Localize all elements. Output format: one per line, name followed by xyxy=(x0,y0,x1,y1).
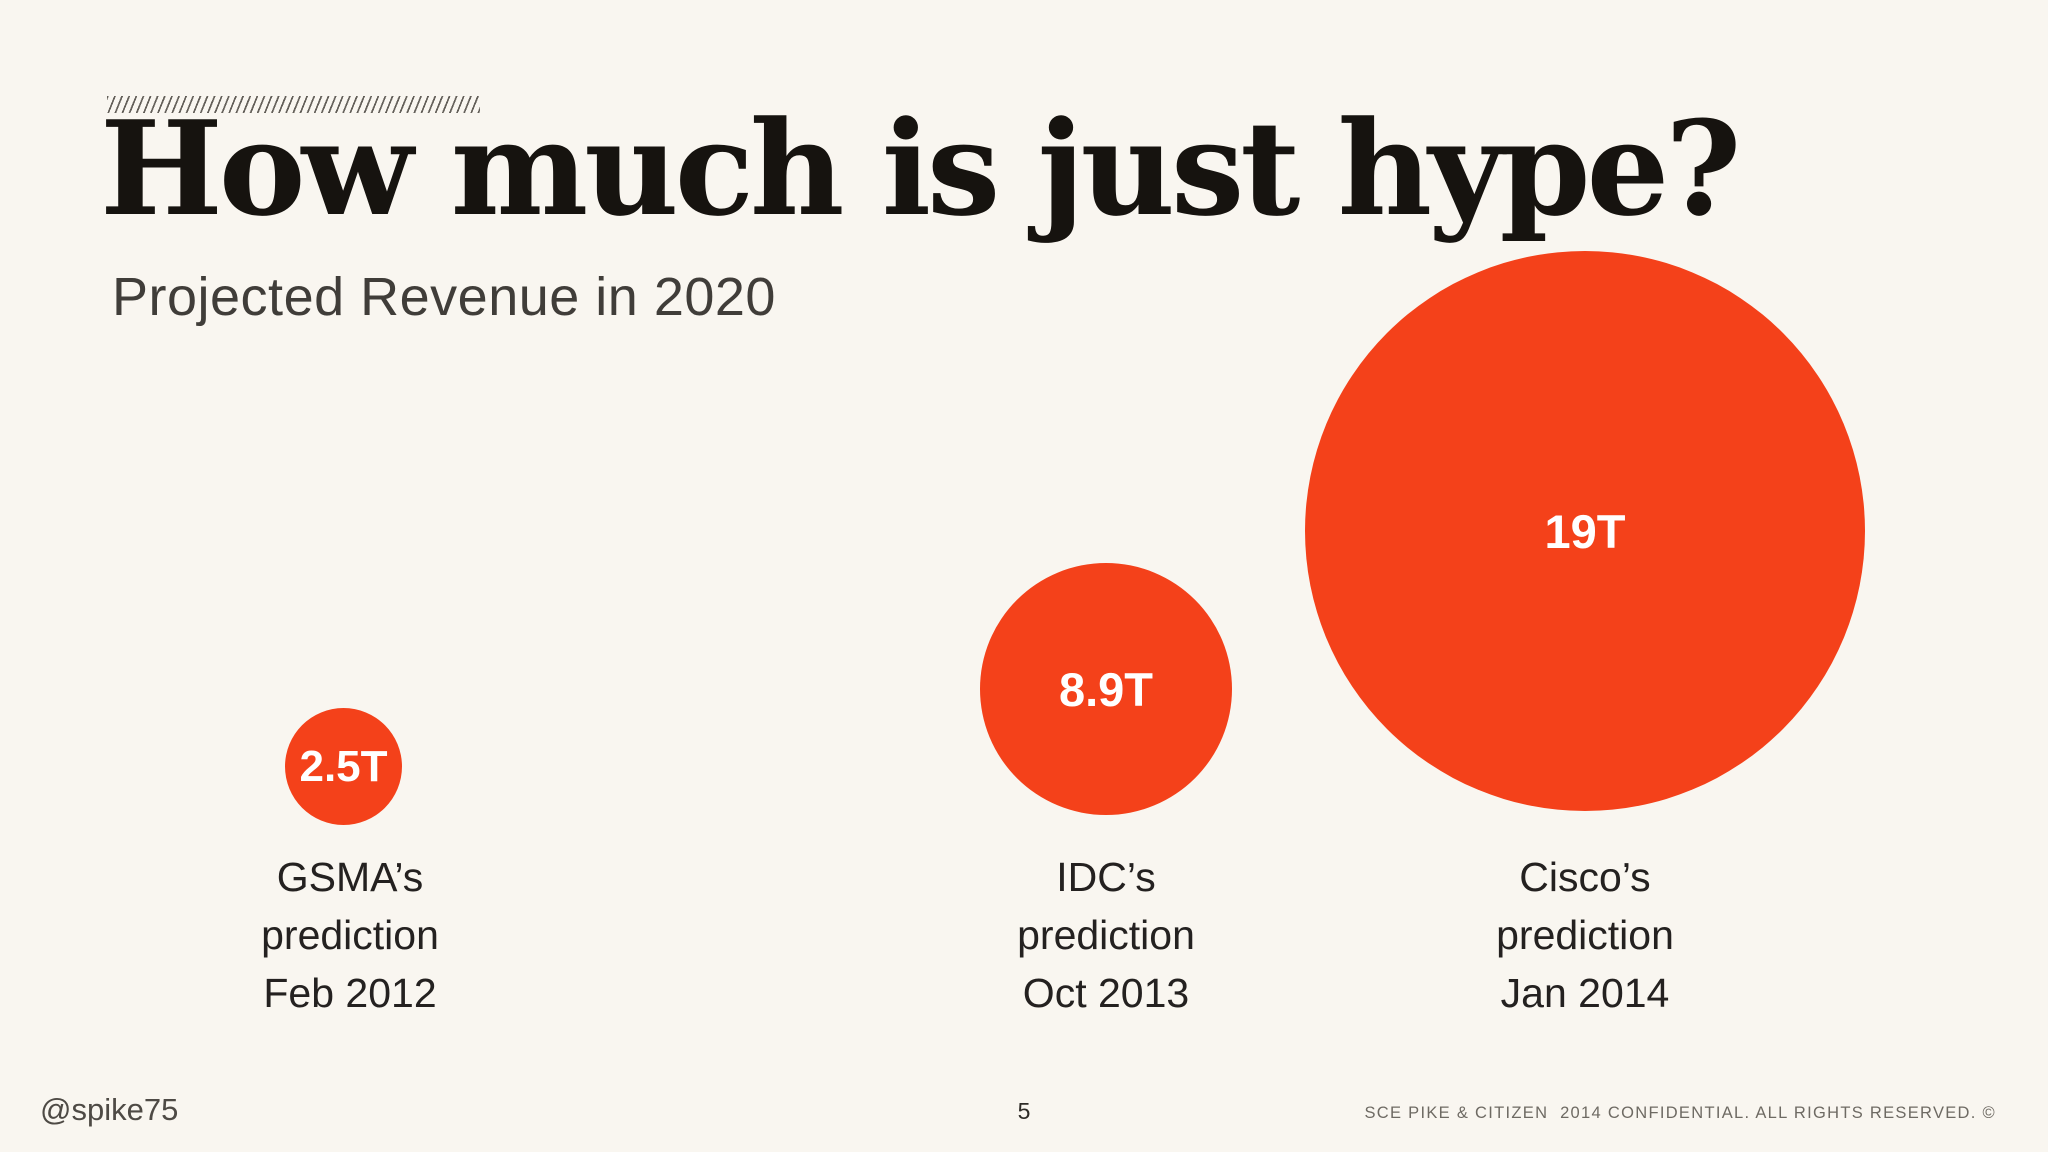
bubble-idc-label-line1: IDC’s xyxy=(1056,854,1156,900)
footer-page-number: 5 xyxy=(1017,1098,1031,1124)
bubble-cisco-label-line1: Cisco’s xyxy=(1519,854,1651,900)
bubble-gsma-label: GSMA’s prediction Feb 2012 xyxy=(170,848,530,1022)
bubble-cisco-value: 19T xyxy=(1544,504,1626,558)
bubble-cisco-label-line3: Jan 2014 xyxy=(1500,970,1670,1016)
footer-legal-text: SCE PIKE & CITIZEN 2014 CONFIDENTIAL. AL… xyxy=(1364,1104,1996,1122)
bubble-idc-label: IDC’s prediction Oct 2013 xyxy=(926,848,1286,1022)
footer-author-handle: @spike75 xyxy=(40,1092,179,1127)
bubble-gsma-value: 2.5T xyxy=(299,741,388,791)
bubble-gsma: 2.5T xyxy=(285,708,402,825)
bubble-cisco-label-line2: prediction xyxy=(1496,912,1674,958)
hatch-decoration xyxy=(107,96,480,113)
bubble-cisco: 19T xyxy=(1305,251,1865,811)
slide-title: How much is just hype? xyxy=(100,92,1741,245)
bubble-gsma-label-line2: prediction xyxy=(261,912,439,958)
bubble-idc-label-line2: prediction xyxy=(1017,912,1195,958)
slide-subtitle: Projected Revenue in 2020 xyxy=(112,267,776,327)
bubble-cisco-label: Cisco’s prediction Jan 2014 xyxy=(1405,848,1765,1022)
bubble-idc-value: 8.9T xyxy=(1058,662,1154,716)
bubble-idc-label-line3: Oct 2013 xyxy=(1022,970,1190,1016)
bubble-idc: 8.9T xyxy=(980,563,1232,815)
bubble-gsma-label-line3: Feb 2012 xyxy=(263,970,437,1016)
bubble-gsma-label-line1: GSMA’s xyxy=(276,854,424,900)
